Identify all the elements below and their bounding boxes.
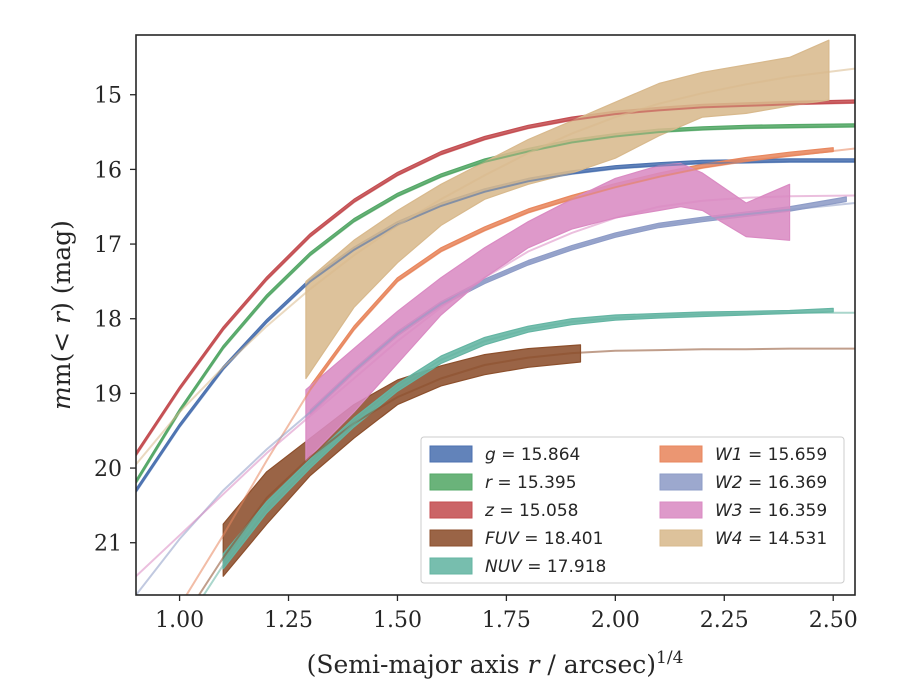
- legend-label-r: r = 15.395: [485, 473, 577, 493]
- legend-label-nuv: NUV = 17.918: [485, 557, 606, 577]
- legend-swatch-w3: [659, 501, 703, 519]
- legend-label-w4: W4 = 14.531: [715, 529, 827, 549]
- y-tick-label: 17: [94, 233, 122, 258]
- model-curve-nuv: [202, 311, 855, 595]
- y-tick-label: 16: [94, 158, 122, 183]
- x-tick-label: 2.00: [591, 608, 640, 633]
- legend-swatch-w1: [659, 445, 703, 463]
- y-tick-label: 21: [94, 532, 122, 557]
- band-w4: [305, 39, 830, 380]
- model-curves: [136, 67, 855, 595]
- model-curve-w4: [136, 67, 855, 465]
- y-axis-ticks: 15 16 17 18 19 20 21: [94, 84, 136, 557]
- legend-label-g: g = 15.864: [485, 445, 580, 465]
- legend-swatch-fuv: [429, 529, 473, 547]
- legend-swatch-w4: [659, 529, 703, 547]
- plot-frame: [135, 34, 856, 596]
- x-axis-label: (Semi-major axis r / arcsec)1/4: [307, 648, 684, 679]
- model-curve-r: [136, 125, 855, 484]
- legend-label-w2: W2 = 16.369: [715, 473, 827, 493]
- legend-swatch-g: [429, 445, 473, 463]
- x-tick-label: 2.25: [700, 608, 749, 633]
- x-tick-label: 1.25: [264, 608, 313, 633]
- x-tick-label: 1.50: [373, 608, 422, 633]
- legend-label-z: z = 15.058: [484, 501, 578, 521]
- legend-swatch-r: [429, 473, 473, 491]
- x-axis-ticks: 1.00 1.25 1.50 1.75 2.00 2.25 2.50: [155, 595, 858, 633]
- x-tick-label: 1.00: [155, 608, 204, 633]
- legend-swatch-z: [429, 501, 473, 519]
- legend-label-w1: W1 = 15.659: [715, 445, 827, 465]
- y-axis-label: mm(< r) (mag): [47, 220, 76, 410]
- model-curve-g: [136, 160, 855, 493]
- legend-label-fuv: FUV = 18.401: [485, 529, 603, 549]
- y-tick-label: 15: [94, 84, 122, 109]
- x-tick-label: 2.50: [809, 608, 858, 633]
- legend-swatch-w2: [659, 473, 703, 491]
- model-curve-w3: [136, 194, 855, 578]
- legend-box: [420, 436, 845, 584]
- legend: g = 15.864 r = 15.395 z = 15.058 FUV = 18.4…: [420, 436, 845, 584]
- model-curve-fuv: [197, 347, 855, 595]
- legend-swatch-nuv: [429, 557, 473, 575]
- legend-label-w3: W3 = 16.359: [715, 501, 827, 521]
- model-curve-z: [136, 101, 855, 456]
- model-curve-w1: [185, 147, 855, 595]
- model-curve-w2: [136, 202, 855, 595]
- y-tick-label: 19: [94, 382, 122, 407]
- y-tick-label: 20: [94, 457, 122, 482]
- band-w3: [305, 162, 791, 462]
- y-tick-label: 18: [94, 308, 122, 333]
- x-tick-label: 1.75: [482, 608, 531, 633]
- band-nuv: [222, 307, 834, 570]
